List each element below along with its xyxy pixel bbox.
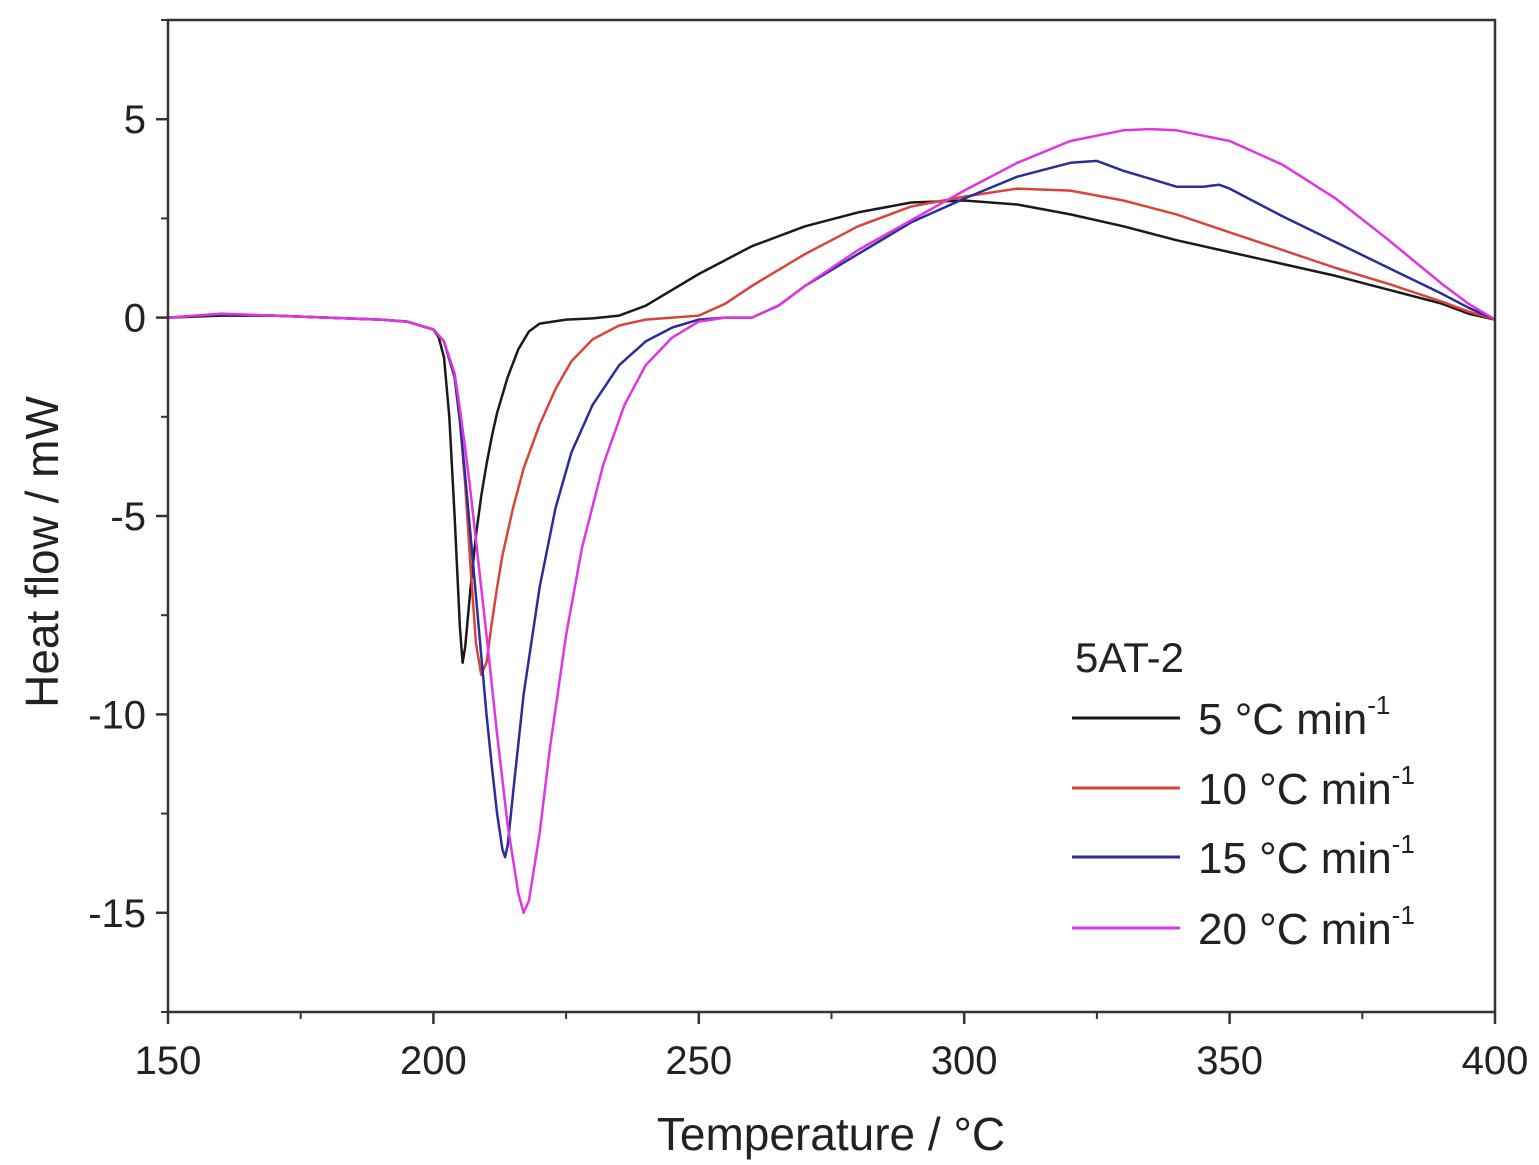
legend-entry-label: 5 °C min-1 <box>1198 690 1390 744</box>
y-tick-label: -5 <box>110 495 146 539</box>
series-line-4 <box>168 127 1495 915</box>
series-line-1 <box>168 199 1495 665</box>
x-axis-label: Temperature / °C <box>657 1108 1005 1160</box>
series-line-2 <box>168 187 1495 676</box>
y-axis-label: Heat flow / mW <box>16 396 68 708</box>
y-axis: 5 0 -5 -10 -15 <box>88 19 168 1013</box>
legend-entry-label: 15 °C min-1 <box>1198 829 1415 883</box>
y-tick-label: 0 <box>124 297 146 341</box>
x-tick-label: 400 <box>1462 1039 1529 1083</box>
x-tick-label: 250 <box>665 1039 732 1083</box>
series-line-3 <box>168 159 1495 859</box>
x-axis: 150 200 250 300 350 400 <box>135 1012 1529 1083</box>
legend-title: 5AT-2 <box>1075 634 1184 681</box>
y-tick-label: -15 <box>88 892 146 936</box>
legend: 5AT-2 5 °C min-1 10 °C min-1 15 °C min-1 20… <box>1072 634 1415 954</box>
x-tick-label: 150 <box>135 1039 202 1083</box>
y-tick-label: 5 <box>124 98 146 142</box>
legend-entry-label: 10 °C min-1 <box>1198 760 1415 814</box>
x-tick-label: 350 <box>1196 1039 1263 1083</box>
x-tick-label: 300 <box>931 1039 998 1083</box>
series-layer <box>168 127 1495 915</box>
legend-entry-label: 20 °C min-1 <box>1198 900 1415 954</box>
y-tick-label: -10 <box>88 693 146 737</box>
x-tick-label: 200 <box>400 1039 467 1083</box>
